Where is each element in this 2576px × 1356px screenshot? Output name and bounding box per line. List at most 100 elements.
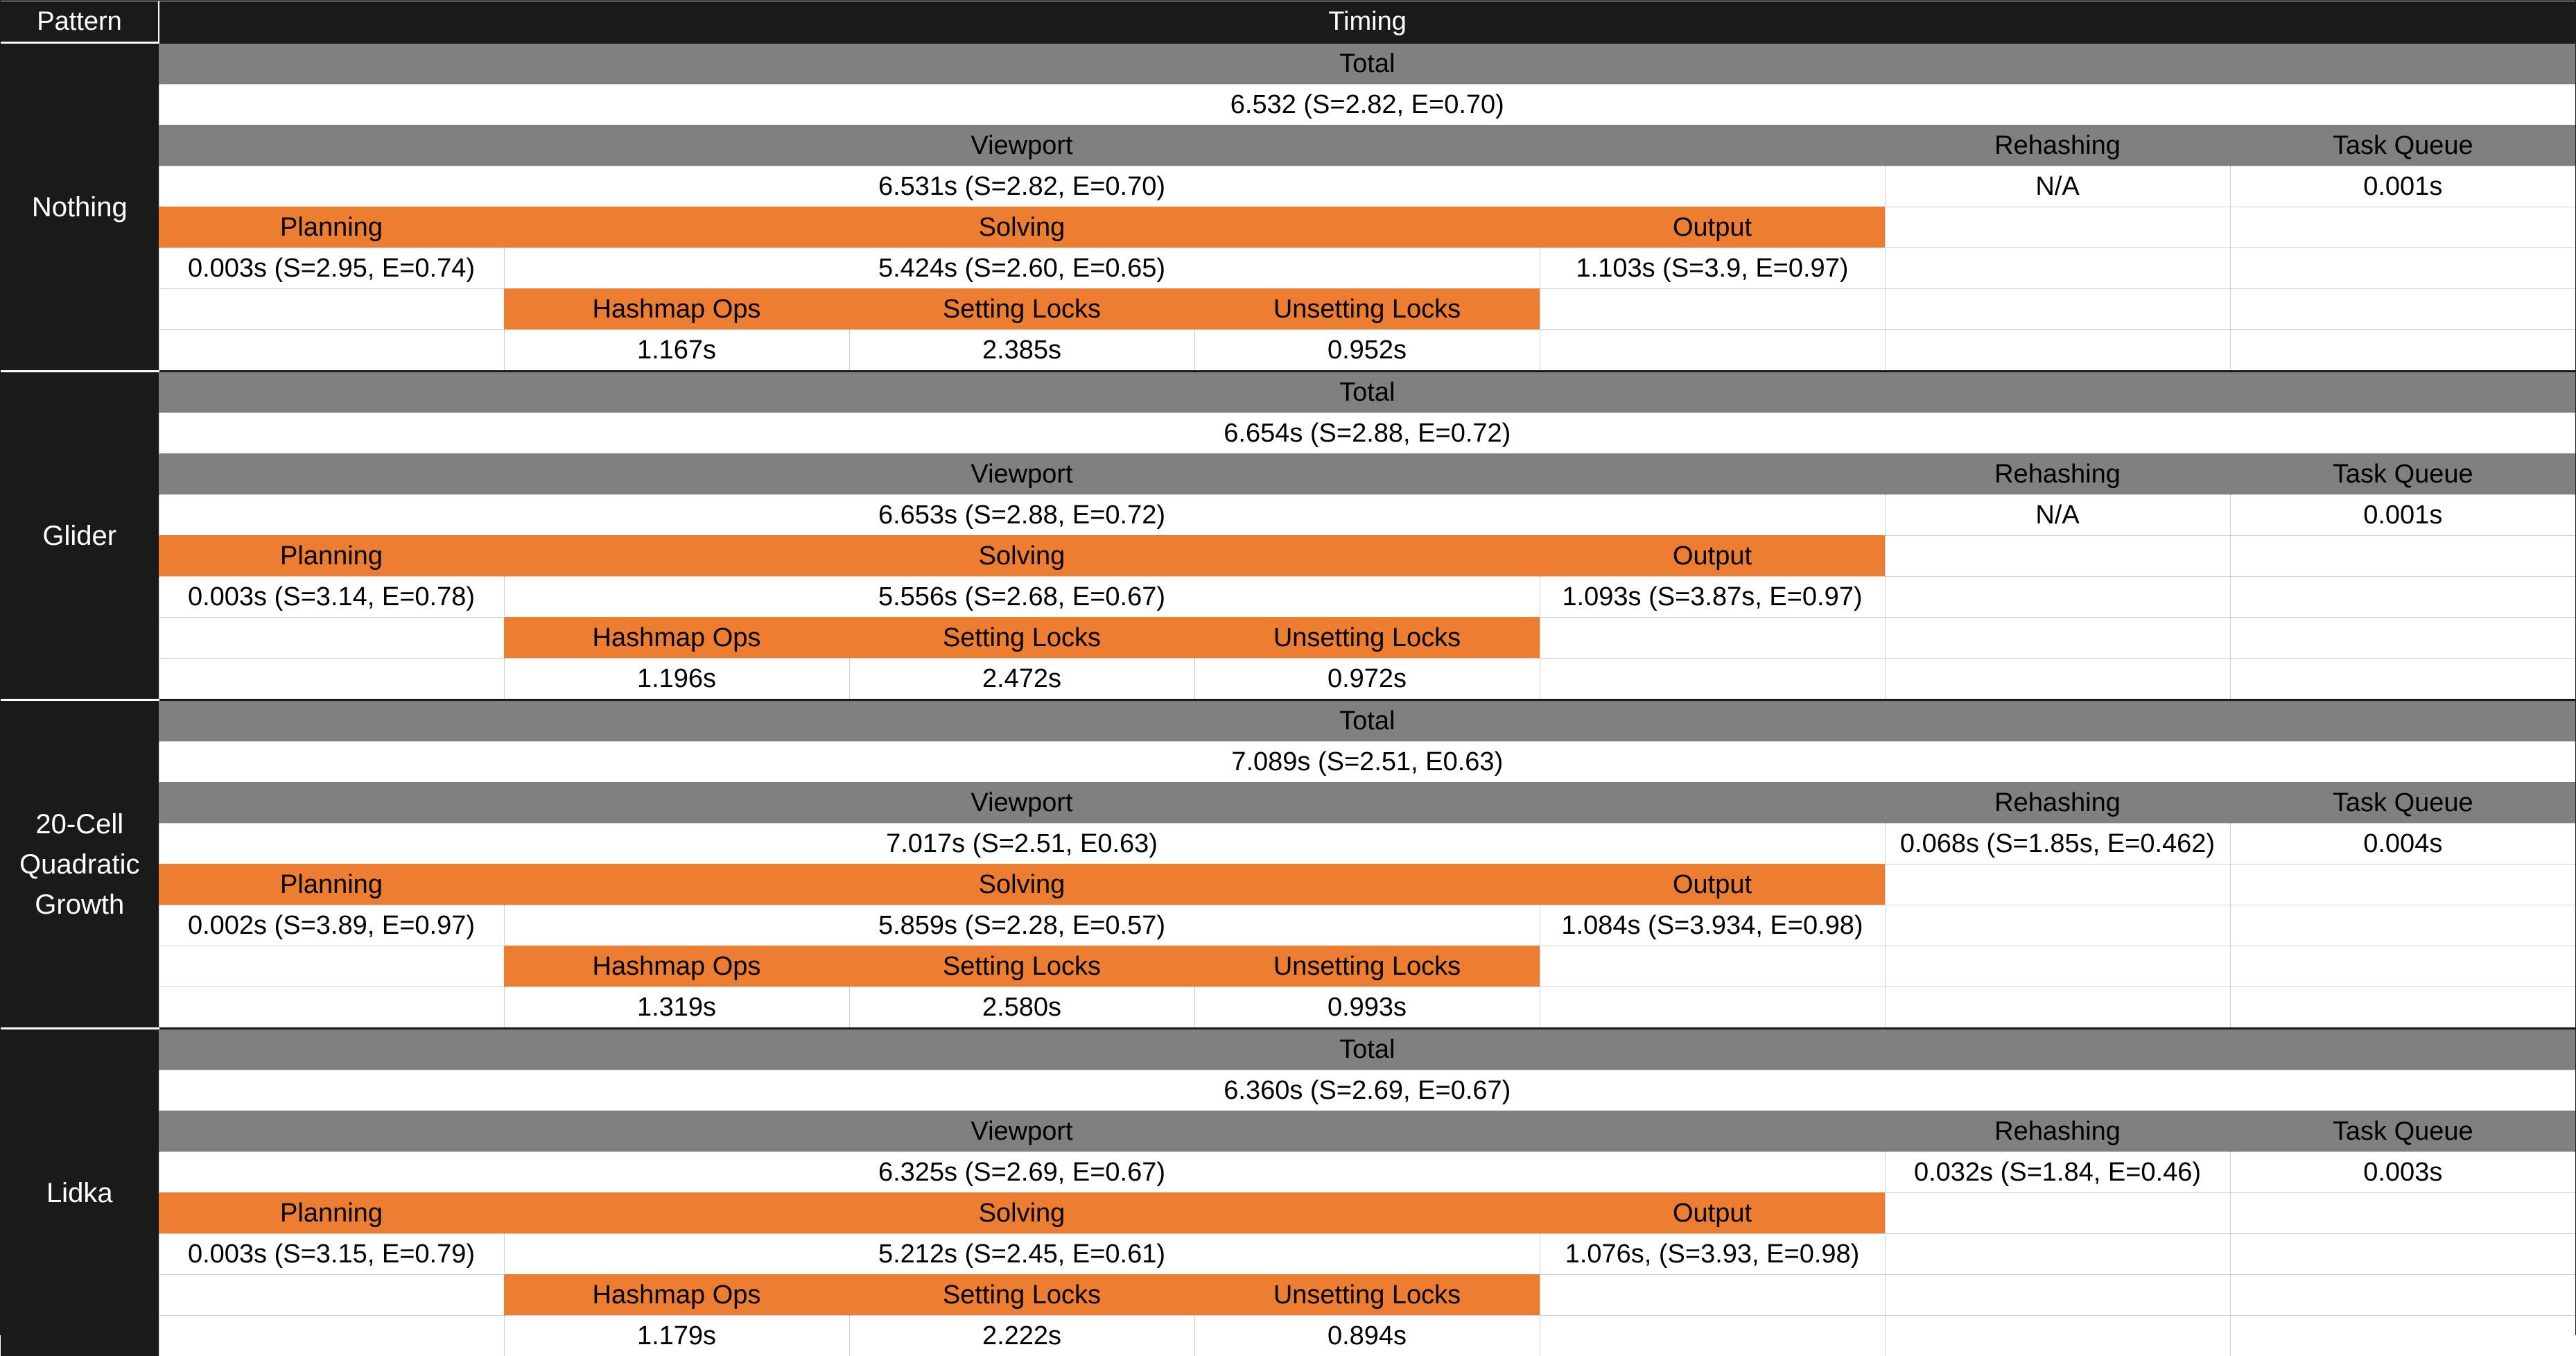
- empty-cell: [1885, 577, 2230, 618]
- setting-locks-value: 2.222s: [849, 1316, 1194, 1356]
- hashmap-ops-value: 1.196s: [504, 659, 849, 700]
- pattern-group-row: 0.002s (S=3.89, E=0.97)5.859s (S=2.28, E…: [1, 905, 2575, 946]
- empty-cell: [1885, 1275, 2230, 1316]
- output-value: 1.076s, (S=3.93, E=0.98): [1540, 1234, 1885, 1275]
- hashmap-ops-label: Hashmap Ops: [504, 946, 849, 987]
- pattern-name: Nothing: [1, 43, 159, 372]
- solving-label: Solving: [504, 864, 1540, 905]
- task-queue-value: 0.001s: [2230, 166, 2575, 207]
- planning-label: Planning: [159, 1193, 504, 1234]
- task-queue-value: 0.004s: [2230, 824, 2575, 864]
- unsetting-locks-value: 0.952s: [1194, 330, 1540, 372]
- total-label: Total: [159, 43, 2575, 85]
- planning-value: 0.003s (S=3.15, E=0.79): [159, 1234, 504, 1275]
- setting-locks-label: Setting Locks: [849, 289, 1194, 330]
- empty-cell: [1885, 618, 2230, 659]
- output-label: Output: [1540, 864, 1885, 905]
- viewport-label: Viewport: [159, 125, 1885, 166]
- hashmap-ops-value: 1.179s: [504, 1316, 849, 1356]
- empty-cell: [159, 987, 504, 1029]
- empty-cell: [2230, 905, 2575, 946]
- total-label: Total: [159, 700, 2575, 742]
- empty-cell: [2230, 618, 2575, 659]
- task-queue-label: Task Queue: [2230, 783, 2575, 824]
- hashmap-ops-label: Hashmap Ops: [504, 289, 849, 330]
- empty-cell: [2230, 1234, 2575, 1275]
- empty-cell: [2230, 1193, 2575, 1234]
- hashmap-ops-value: 1.167s: [504, 330, 849, 372]
- pattern-group-row: 6.654s (S=2.88, E=0.72): [1, 413, 2575, 454]
- pattern-name: Lidka: [1, 1029, 159, 1356]
- planning-label: Planning: [159, 207, 504, 248]
- output-value: 1.093s (S=3.87s, E=0.97): [1540, 577, 1885, 618]
- header-row: Pattern Timing: [1, 1, 2575, 43]
- empty-cell: [159, 946, 504, 987]
- empty-cell: [1540, 330, 1885, 372]
- unsetting-locks-label: Unsetting Locks: [1194, 1275, 1540, 1316]
- setting-locks-value: 2.385s: [849, 330, 1194, 372]
- hashmap-ops-label: Hashmap Ops: [504, 618, 849, 659]
- task-queue-label: Task Queue: [2230, 454, 2575, 495]
- viewport-value: 6.653s (S=2.88, E=0.72): [159, 495, 1885, 536]
- pattern-group-row: 7.089s (S=2.51, E0.63): [1, 742, 2575, 783]
- hashmap-ops-label: Hashmap Ops: [504, 1275, 849, 1316]
- total-value: 7.089s (S=2.51, E0.63): [159, 742, 2575, 783]
- output-value: 1.084s (S=3.934, E=0.98): [1540, 905, 1885, 946]
- rehashing-label: Rehashing: [1885, 125, 2230, 166]
- empty-cell: [2230, 289, 2575, 330]
- viewport-label: Viewport: [159, 454, 1885, 495]
- rehashing-label: Rehashing: [1885, 783, 2230, 824]
- empty-cell: [1885, 1193, 2230, 1234]
- empty-cell: [2230, 1316, 2575, 1356]
- empty-cell: [1885, 207, 2230, 248]
- solving-value: 5.424s (S=2.60, E=0.65): [504, 248, 1540, 289]
- total-value: 6.532 (S=2.82, E=0.70): [159, 85, 2575, 125]
- pattern-name: Glider: [1, 372, 159, 700]
- planning-label: Planning: [159, 864, 504, 905]
- total-label: Total: [159, 372, 2575, 413]
- empty-cell: [159, 618, 504, 659]
- task-queue-value: 0.001s: [2230, 495, 2575, 536]
- empty-cell: [2230, 207, 2575, 248]
- unsetting-locks-label: Unsetting Locks: [1194, 289, 1540, 330]
- planning-value: 0.002s (S=3.89, E=0.97): [159, 905, 504, 946]
- planning-value: 0.003s (S=2.95, E=0.74): [159, 248, 504, 289]
- empty-cell: [1540, 946, 1885, 987]
- empty-cell: [159, 330, 504, 372]
- output-value: 1.103s (S=3.9, E=0.97): [1540, 248, 1885, 289]
- rehashing-value: 0.032s (S=1.84, E=0.46): [1885, 1152, 2230, 1193]
- empty-cell: [2230, 330, 2575, 372]
- total-value: 6.654s (S=2.88, E=0.72): [159, 413, 2575, 454]
- task-queue-label: Task Queue: [2230, 1111, 2575, 1152]
- planning-value: 0.003s (S=3.14, E=0.78): [159, 577, 504, 618]
- solving-label: Solving: [504, 207, 1540, 248]
- empty-cell: [1885, 1234, 2230, 1275]
- empty-cell: [1540, 1316, 1885, 1356]
- empty-cell: [2230, 987, 2575, 1029]
- empty-cell: [1885, 987, 2230, 1029]
- rehashing-value: N/A: [1885, 166, 2230, 207]
- task-queue-label: Task Queue: [2230, 125, 2575, 166]
- empty-cell: [2230, 864, 2575, 905]
- unsetting-locks-label: Unsetting Locks: [1194, 618, 1540, 659]
- empty-cell: [159, 289, 504, 330]
- rehashing-value: N/A: [1885, 495, 2230, 536]
- pattern-group-row: 6.325s (S=2.69, E=0.67)0.032s (S=1.84, E…: [1, 1152, 2575, 1193]
